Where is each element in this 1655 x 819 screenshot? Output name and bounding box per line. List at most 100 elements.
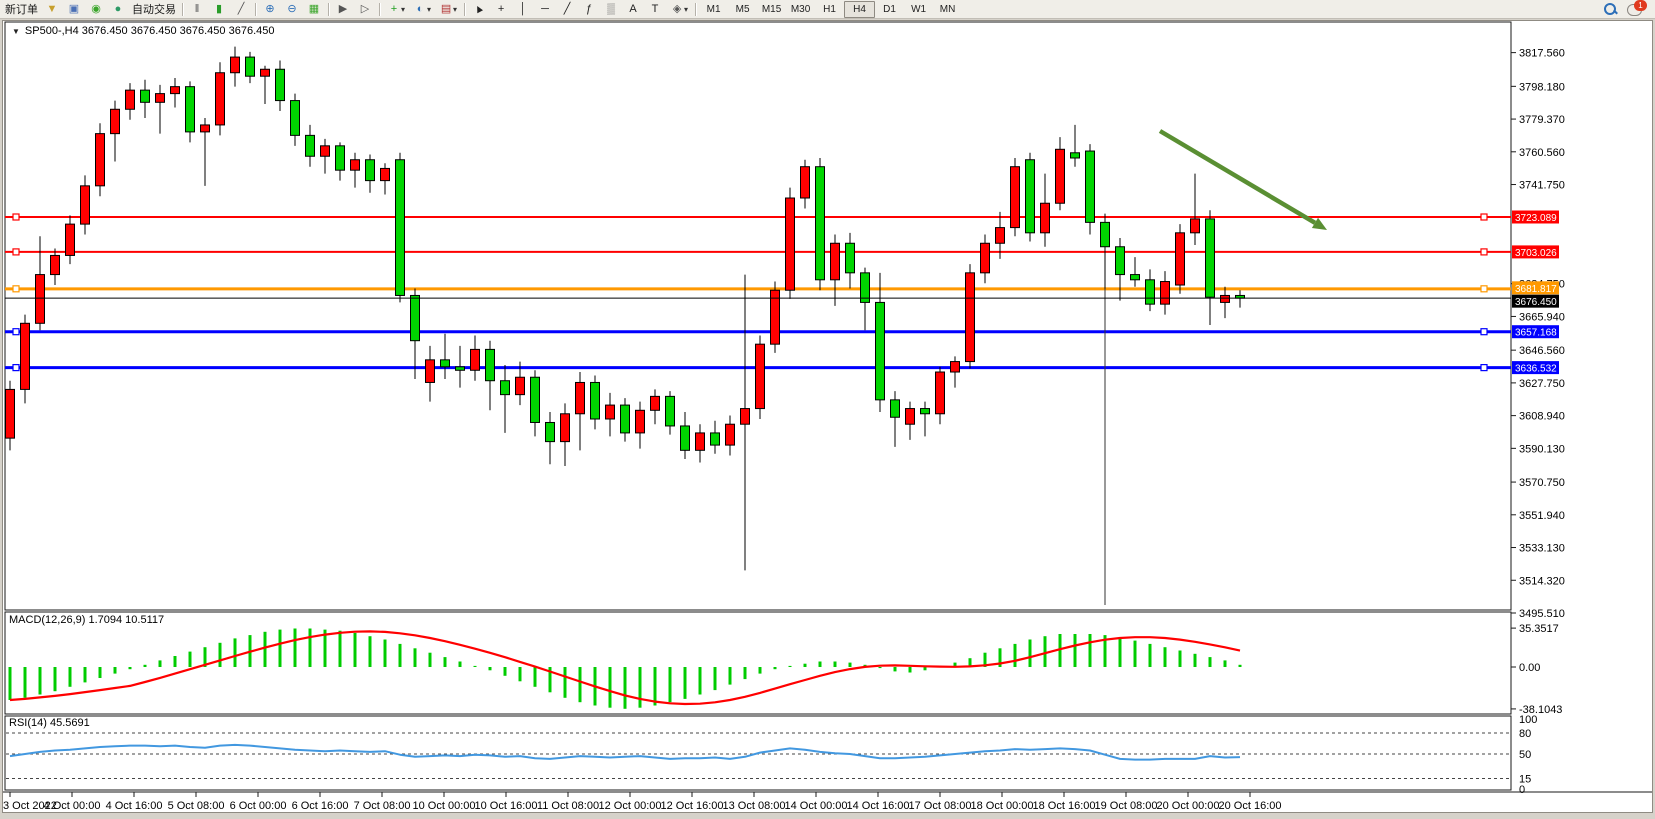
line-anchor-handle[interactable]	[1480, 364, 1488, 372]
horizontal-line-icon: ─	[541, 2, 549, 15]
funnel-icon: ▼	[46, 2, 58, 15]
price-badge-label: 3657.168	[1515, 328, 1557, 339]
price-axis-label: 3665.940	[1519, 311, 1565, 323]
line-anchor-handle[interactable]	[12, 285, 20, 293]
crosshair-icon[interactable]: +	[490, 2, 512, 17]
notifications-chat-icon[interactable]: 1	[1627, 0, 1647, 16]
candle-body	[485, 348, 495, 382]
text-label-icon[interactable]: T	[644, 2, 666, 17]
channel-grid-icon[interactable]: ▒	[600, 2, 622, 17]
time-axis-label: 10 Oct 00:00	[413, 800, 476, 812]
price-axis-label: 3570.750	[1519, 477, 1565, 489]
text-icon[interactable]: A	[622, 2, 644, 17]
chart-shift-icon: ▷	[360, 2, 370, 15]
line-anchor-handle[interactable]	[1480, 248, 1488, 256]
rsi-line	[9, 743, 1241, 761]
candle-body	[20, 322, 30, 390]
time-axis-label: 18 Oct 00:00	[971, 800, 1034, 812]
arrow-objects-icon[interactable]: ◈ ▾	[666, 2, 692, 17]
new-order-button[interactable]: 新订单	[5, 4, 38, 16]
cursor-icon[interactable]: ▲	[468, 1, 490, 17]
line-anchor-handle[interactable]	[12, 248, 20, 256]
candle-body	[320, 145, 330, 157]
funnel-icon[interactable]: ▼	[41, 2, 63, 17]
line-anchor-handle[interactable]	[12, 328, 20, 336]
timeframe-m1-button[interactable]: M1	[706, 3, 721, 15]
candle-body	[5, 388, 15, 439]
candle-body	[470, 348, 480, 371]
search-icon[interactable]	[1603, 2, 1617, 16]
candle-body	[890, 399, 900, 418]
macd-axis-label: 0.00	[1519, 662, 1540, 674]
timeframe-d1-button[interactable]: D1	[883, 3, 896, 15]
timeframe-h1-button[interactable]: H1	[823, 3, 836, 15]
trend-arrow-line[interactable]	[1158, 129, 1317, 225]
candle-body	[785, 197, 795, 291]
timeframe-m15-button[interactable]: M15	[761, 3, 782, 15]
tile-windows-icon[interactable]: ▦	[303, 2, 325, 17]
auto-scroll-icon[interactable]: ▶	[332, 2, 354, 17]
tile-windows-icon: ▦	[308, 2, 320, 15]
timeframe-m30-button[interactable]: M30	[790, 3, 811, 15]
autotrading-button[interactable]: 自动交易	[132, 4, 176, 16]
period-clock-icon[interactable]: ◐ ▾	[409, 2, 435, 17]
macd-axis-label: -38.1043	[1519, 704, 1562, 716]
timeframe-h4-button[interactable]: H4	[844, 0, 876, 18]
time-axis-label: 6 Oct 16:00	[292, 800, 349, 812]
candle-body	[140, 89, 150, 103]
bar-chart-icon[interactable]: ‖	[186, 2, 208, 17]
candle-body	[230, 56, 240, 74]
trendline-icon[interactable]: ╱	[556, 2, 578, 17]
price-axis-label: 3495.510	[1519, 608, 1565, 620]
candle-body	[695, 432, 705, 451]
line-chart-icon[interactable]: ╱	[230, 2, 252, 17]
candle-body	[365, 159, 375, 182]
line-anchor-handle[interactable]	[1480, 285, 1488, 293]
zoom-out-icon[interactable]: ⊖	[281, 2, 303, 17]
zoom-in-icon: ⊕	[265, 2, 275, 15]
rsi-axis-label: 80	[1519, 728, 1531, 740]
trend-arrow-head-icon[interactable]	[1311, 217, 1327, 230]
vertical-line-icon[interactable]: │	[512, 2, 534, 17]
price-badge-label: 3723.089	[1515, 213, 1557, 224]
line-anchor-handle[interactable]	[1480, 328, 1488, 336]
arrow-objects-icon: ◈	[672, 2, 682, 15]
time-axis-label: 7 Oct 08:00	[354, 800, 411, 812]
price-badge	[1512, 281, 1559, 295]
dropdown-arrow-icon[interactable]: ▾	[453, 4, 458, 14]
signal-icon[interactable]: ◉	[85, 2, 107, 17]
zoom-in-icon[interactable]: ⊕	[259, 2, 281, 17]
price-badge	[1512, 210, 1559, 224]
new-chart-icon[interactable]: + ▾	[383, 2, 409, 17]
fibonacci-icon[interactable]: ƒ	[578, 2, 600, 17]
candlestick-chart-icon: ▮	[215, 2, 223, 15]
line-anchor-handle[interactable]	[1480, 213, 1488, 221]
timeframe-mn-button[interactable]: MN	[939, 3, 956, 15]
price-axis-label: 3551.940	[1519, 510, 1565, 522]
dropdown-arrow-icon[interactable]: ▾	[427, 4, 432, 14]
main-panel[interactable]	[4, 21, 1512, 611]
autotrading-globe-icon[interactable]: ●	[107, 2, 129, 17]
chevron-down-icon[interactable]: ▼	[12, 26, 20, 36]
candle-body	[830, 242, 840, 281]
line-anchor-handle[interactable]	[12, 213, 20, 221]
timeframe-w1-button[interactable]: W1	[911, 3, 927, 15]
candle-body	[875, 301, 885, 401]
candlestick-chart-icon[interactable]: ▮	[208, 2, 230, 17]
candle-body	[110, 108, 120, 135]
timeframe-m5-button[interactable]: M5	[735, 3, 750, 15]
symbol-ohlc-label: SP500-,H4 3676.450 3676.450 3676.450 367…	[24, 25, 275, 37]
candle-body	[425, 359, 435, 383]
line-anchor-handle[interactable]	[12, 364, 20, 372]
dropdown-arrow-icon[interactable]: ▾	[401, 4, 406, 14]
auto-scroll-icon: ▶	[338, 2, 348, 15]
status-bar	[0, 813, 1655, 819]
indicators-icon[interactable]: ▤ ▾	[435, 2, 461, 17]
horizontal-line-icon[interactable]: ─	[534, 2, 556, 17]
monitor-icon[interactable]: ▣	[63, 2, 85, 17]
candle-body	[545, 421, 555, 443]
dropdown-arrow-icon[interactable]: ▾	[684, 4, 689, 14]
chart-shift-icon[interactable]: ▷	[354, 2, 376, 17]
candle-body	[35, 274, 45, 324]
